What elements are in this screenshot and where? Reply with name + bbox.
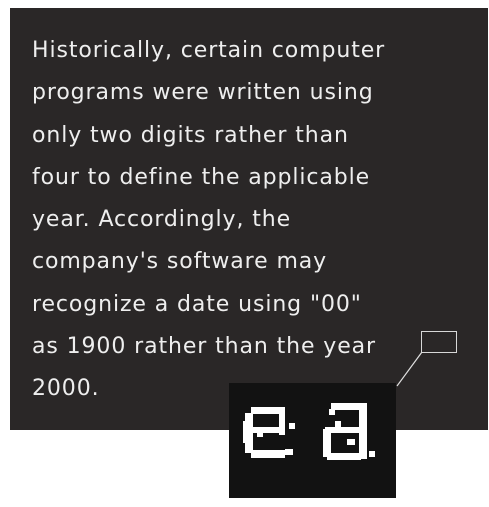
- paragraph-line: as 1900 rather than the year: [32, 334, 376, 360]
- magnified-e-glyph: [243, 407, 295, 458]
- paragraph-line: recognize a date using "00": [32, 291, 362, 317]
- paragraph-line: 2000.: [32, 376, 100, 402]
- paragraph-line: four to define the applicable: [32, 164, 371, 190]
- zoom-region-marker: [421, 331, 457, 353]
- magnified-ea-glyphs: [243, 403, 375, 460]
- zoom-inset: [229, 383, 396, 498]
- paragraph-line: year. Accordingly, the: [32, 207, 292, 233]
- paragraph-line: programs were written using: [32, 80, 374, 106]
- magnified-a-glyph: [323, 403, 375, 460]
- paragraph-text: Historically, certain computer programs …: [32, 30, 385, 411]
- paragraph-line: only two digits rather than: [32, 122, 349, 148]
- paragraph-line: company's software may: [32, 249, 328, 275]
- text-panel: Historically, certain computer programs …: [10, 8, 488, 430]
- paragraph-line: Historically, certain computer: [32, 38, 386, 63]
